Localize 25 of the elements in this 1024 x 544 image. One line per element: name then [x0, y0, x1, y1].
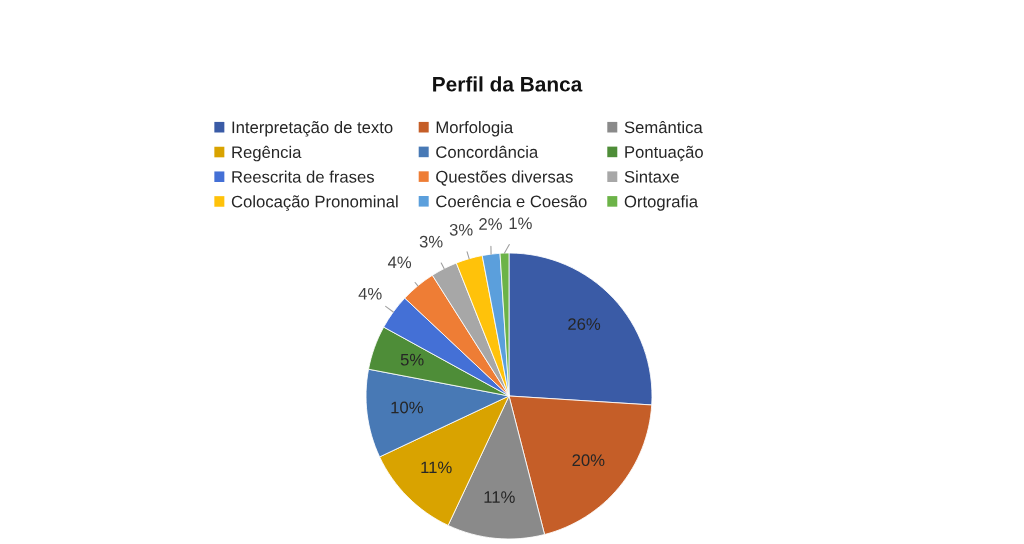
data-label: 11%	[421, 461, 452, 474]
legend-label: Sintaxe	[624, 170, 679, 183]
legend-label: Pontuação	[625, 145, 703, 162]
data-label: 3%	[449, 223, 473, 236]
data-label: 4%	[387, 256, 412, 269]
legend-label: Colocação Pronominal	[231, 195, 398, 211]
data-label: 5%	[400, 353, 424, 366]
legend-label: Coerência e Coesão	[436, 195, 587, 208]
legend-label: Concordância	[436, 145, 539, 158]
legend-label: Ortografia	[624, 195, 699, 211]
legend-label: Reescrita de frases	[232, 170, 374, 183]
data-label: 3%	[419, 235, 443, 248]
legend-label: Semântica	[624, 120, 703, 134]
data-label: 10%	[391, 401, 423, 414]
data-label: 2%	[479, 218, 502, 230]
data-label: 11%	[484, 491, 515, 503]
chart-title: Perfil da Banca	[433, 76, 583, 92]
data-label: 20%	[572, 454, 605, 467]
data-label: 26%	[568, 318, 601, 330]
legend-label: Interpretação de texto	[232, 121, 393, 137]
data-label: 4%	[358, 287, 382, 300]
legend-label: Questões diversas	[436, 170, 573, 186]
legend-label: Regência	[232, 145, 302, 162]
data-label: 1%	[509, 217, 532, 230]
legend-label: Morfologia	[436, 121, 514, 137]
